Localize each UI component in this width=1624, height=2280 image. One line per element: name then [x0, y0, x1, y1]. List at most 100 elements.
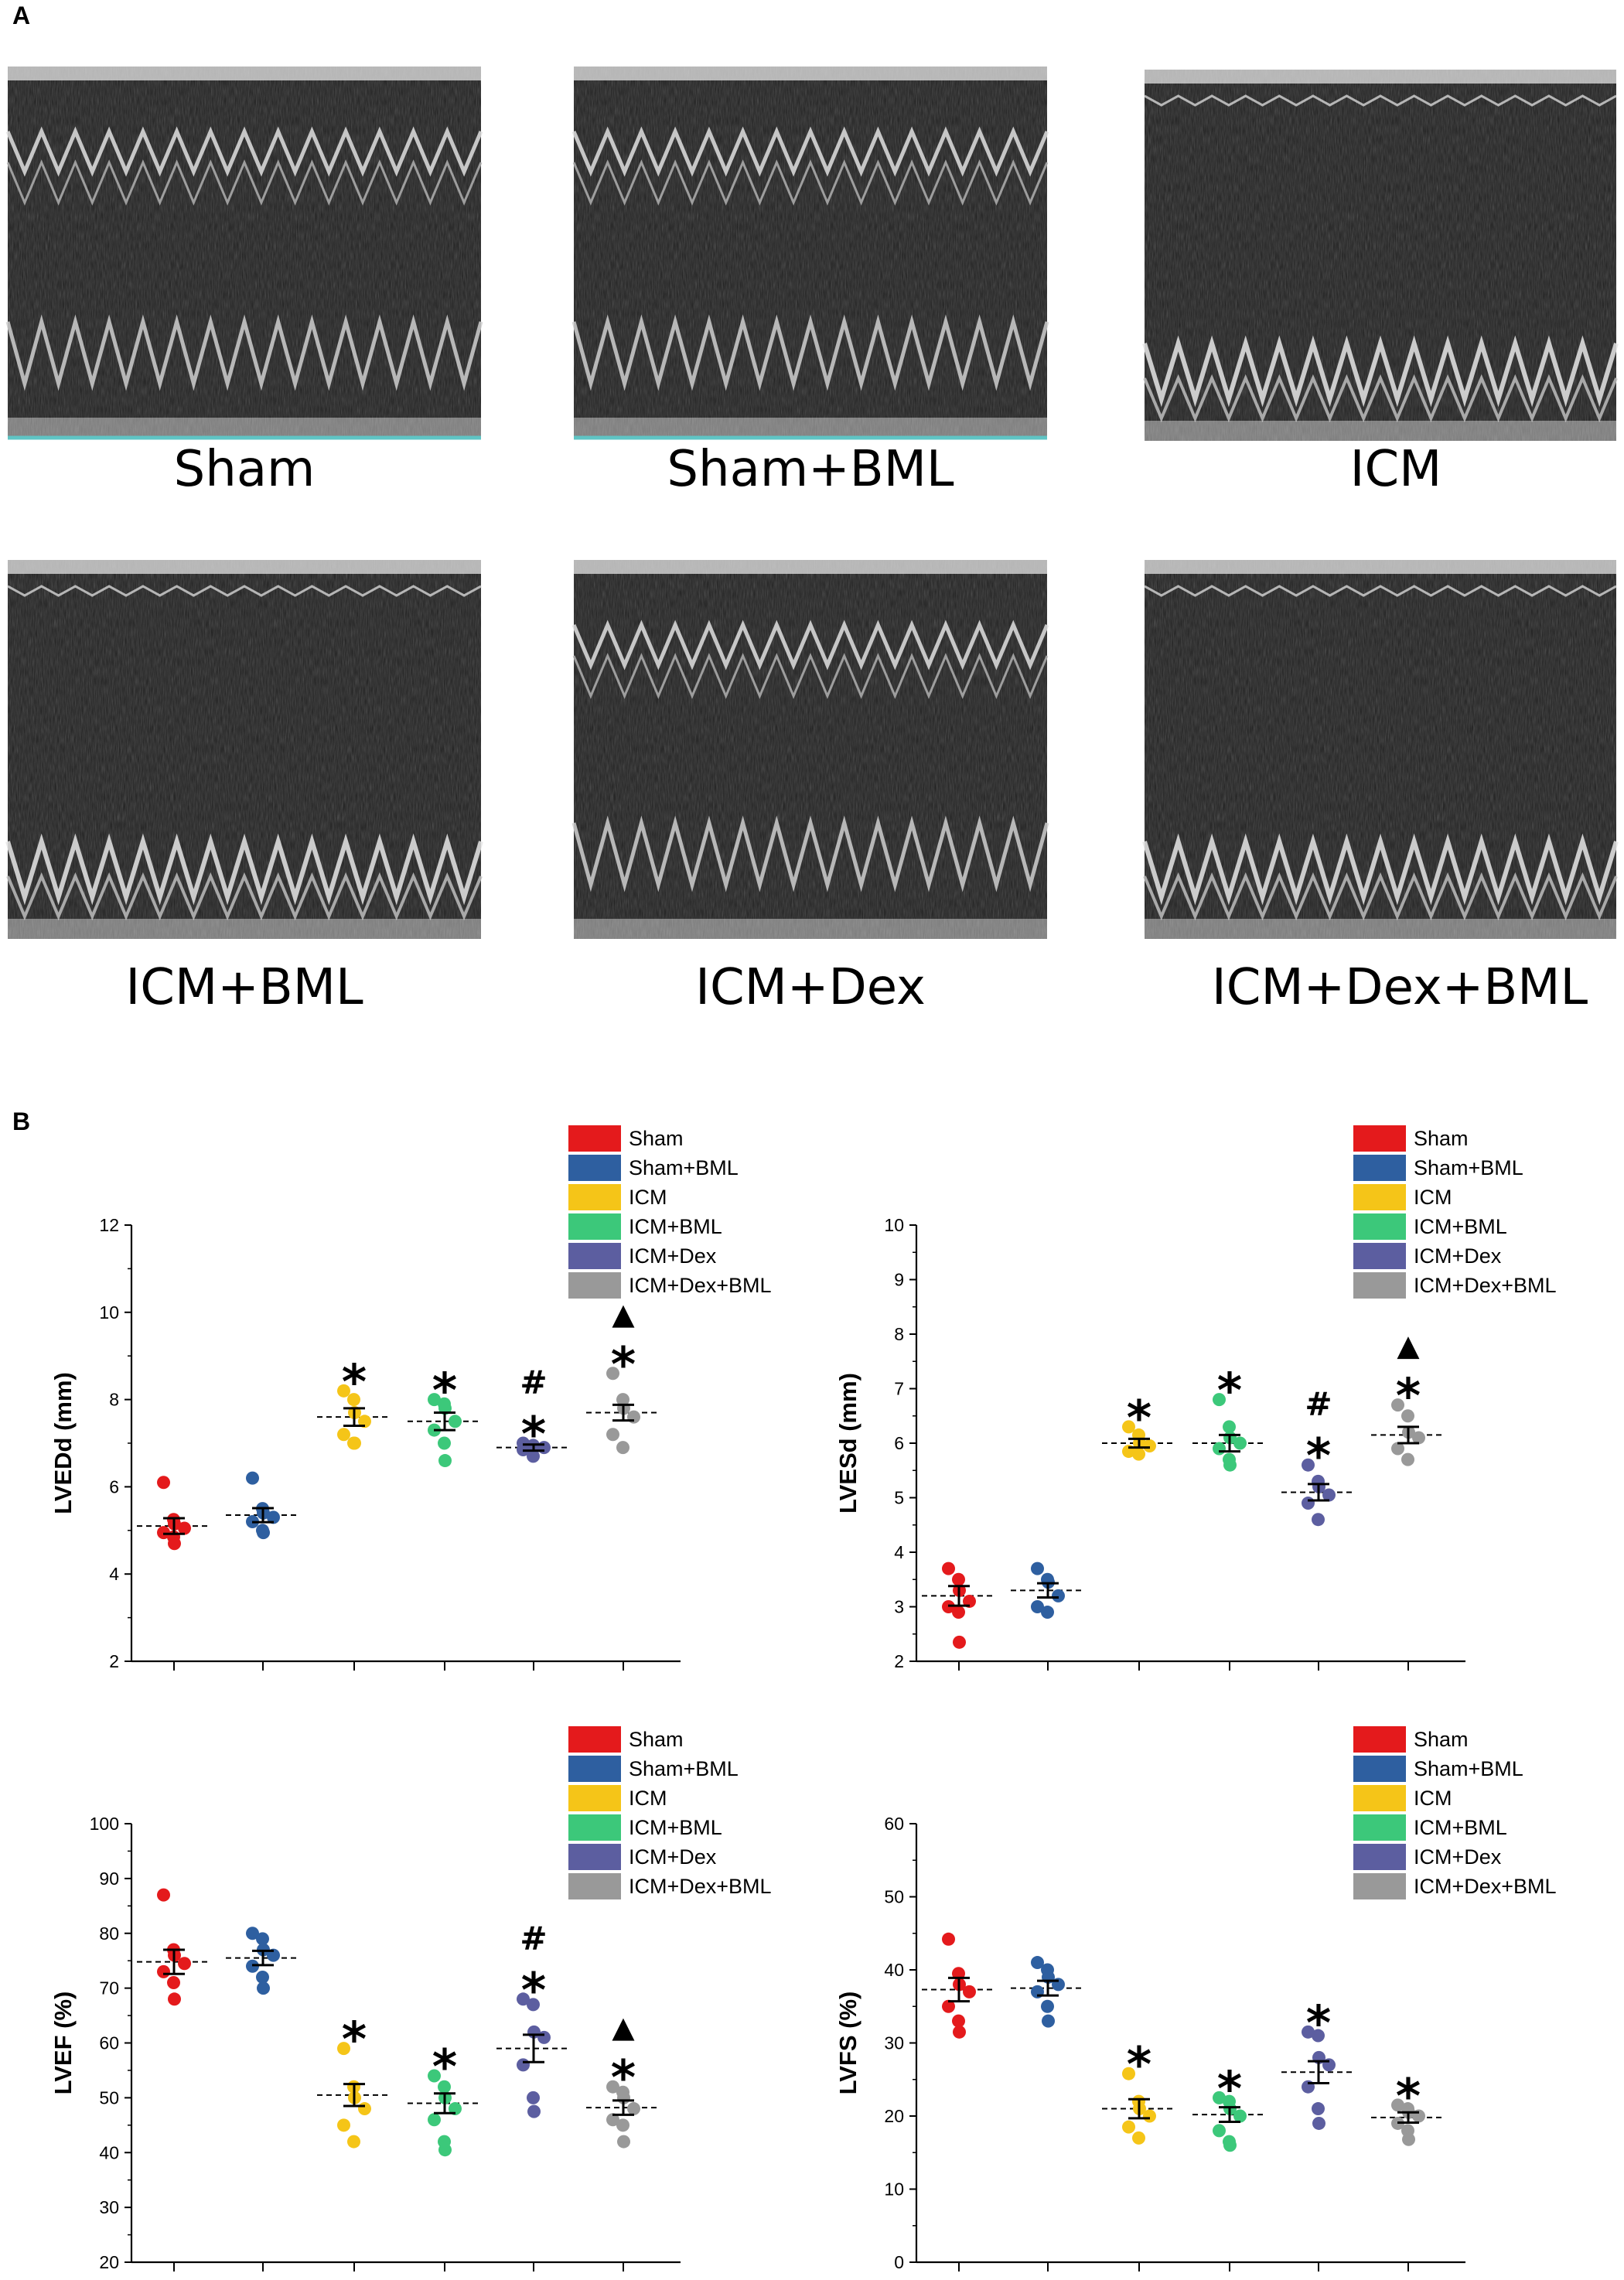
data-point — [1122, 2120, 1135, 2134]
data-point — [246, 1927, 259, 1940]
y-tick-label: 9 — [894, 1270, 904, 1290]
data-point — [1302, 1497, 1315, 1510]
series-group — [1192, 1393, 1267, 1472]
legend-swatch — [568, 1844, 621, 1870]
significance-mark: ▲ — [1397, 1329, 1420, 1363]
legend-swatch — [1353, 1785, 1406, 1811]
data-point — [1031, 1600, 1044, 1613]
y-tick-label: 4 — [894, 1542, 904, 1562]
series-group — [1371, 2098, 1445, 2146]
legend-label: ICM+Dex+BML — [1414, 1875, 1557, 1898]
data-point — [617, 2135, 630, 2149]
legend-label: ICM+Dex — [629, 1244, 717, 1268]
data-point — [167, 1976, 180, 1990]
data-point — [337, 1384, 350, 1398]
data-point — [157, 1888, 170, 1902]
significance-mark: * — [521, 1406, 546, 1463]
data-point — [942, 1999, 955, 2013]
legend-swatch — [1353, 1756, 1406, 1782]
data-point — [606, 1367, 619, 1381]
y-tick-label: 80 — [99, 1923, 119, 1944]
y-tick-label: 6 — [894, 1433, 904, 1453]
y-tick-label: 10 — [884, 1215, 904, 1235]
echo-label: Sham — [174, 441, 316, 498]
data-point — [337, 2042, 350, 2056]
data-point — [157, 1476, 170, 1490]
data-point — [256, 1970, 269, 1984]
echo-image — [1142, 70, 1619, 441]
legend-swatch — [568, 1756, 621, 1782]
data-point — [257, 1981, 270, 1995]
legend-label: ICM+Dex+BML — [629, 1274, 772, 1297]
panel-b-letter: B — [12, 1108, 31, 1135]
series-group — [137, 1888, 211, 2006]
data-point — [438, 2143, 452, 2157]
echo-image — [571, 560, 1049, 939]
data-point — [246, 1471, 259, 1485]
data-point — [157, 1964, 170, 1978]
y-tick-label: 5 — [894, 1488, 904, 1508]
significance-mark: * — [1306, 1428, 1331, 1484]
data-point — [606, 2113, 619, 2127]
data-point — [168, 1537, 181, 1551]
y-tick-label: 4 — [109, 1564, 119, 1584]
significance-mark: * — [1127, 2036, 1151, 2093]
legend-label: ICM+BML — [1414, 1215, 1507, 1238]
dot-plot: Sham Sham+BML ICM ICM+BML ICM+Dex ICM+Dex+BML… — [834, 1726, 1557, 2272]
y-tick-label: 40 — [884, 1960, 904, 1980]
significance-mark: * — [611, 2050, 636, 2106]
y-tick-label: 12 — [99, 1215, 119, 1235]
significance-mark: # — [520, 1364, 547, 1401]
data-point — [1402, 2132, 1415, 2146]
series-group — [317, 2042, 391, 2149]
data-point — [1132, 2131, 1145, 2145]
legend-swatch — [1353, 1726, 1406, 1753]
significance-mark: * — [342, 2012, 367, 2068]
y-axis-label: LVEDd (mm) — [49, 1372, 77, 1514]
data-point — [438, 2080, 451, 2094]
legend-label: ICM+Dex+BML — [1414, 1274, 1557, 1297]
data-point — [438, 1454, 452, 1468]
data-point — [1302, 2025, 1315, 2039]
echo-label: ICM — [1350, 441, 1442, 498]
data-point — [1122, 2067, 1135, 2080]
data-point — [428, 2113, 441, 2127]
significance-mark: * — [432, 1363, 457, 1419]
echo-image — [5, 67, 483, 440]
series-group — [586, 2080, 660, 2149]
data-point — [1322, 1488, 1336, 1502]
data-point — [1312, 2116, 1325, 2130]
data-point — [347, 1393, 360, 1407]
series-group — [1011, 1956, 1085, 2028]
significance-mark: * — [432, 2039, 457, 2095]
y-tick-label: 6 — [109, 1476, 119, 1497]
significance-mark: * — [1127, 1390, 1151, 1446]
y-tick-label: 60 — [884, 1814, 904, 1834]
y-tick-label: 90 — [99, 1869, 119, 1889]
data-point — [1223, 1420, 1236, 1434]
legend-swatch — [568, 1155, 621, 1181]
data-point — [952, 2014, 965, 2028]
data-point — [953, 2025, 966, 2039]
y-tick-label: 7 — [894, 1379, 904, 1399]
echo-label: ICM+BML — [125, 959, 363, 1016]
y-tick-label: 2 — [894, 1651, 904, 1671]
data-point — [347, 2135, 360, 2149]
data-point — [1213, 2091, 1226, 2104]
legend-swatch — [1353, 1243, 1406, 1269]
data-point — [178, 1521, 191, 1535]
legend: Sham Sham+BML ICM ICM+BML ICM+Dex ICM+Dex+BML — [568, 1125, 772, 1299]
legend-swatch — [1353, 1184, 1406, 1210]
y-tick-label: 70 — [99, 1978, 119, 1998]
significance-mark: * — [1306, 1995, 1331, 2051]
series-group — [922, 1932, 996, 2039]
y-tick-label: 50 — [884, 1887, 904, 1907]
legend: Sham Sham+BML ICM ICM+BML ICM+Dex ICM+Dex+BML — [1353, 1125, 1557, 1299]
series-group — [496, 1992, 571, 2118]
legend-swatch — [1353, 1873, 1406, 1899]
legend-swatch — [568, 1272, 621, 1299]
data-point — [952, 1572, 965, 1586]
data-point — [1031, 1956, 1044, 1970]
panel-a-letter: A — [12, 2, 31, 29]
series-group — [317, 1384, 391, 1450]
